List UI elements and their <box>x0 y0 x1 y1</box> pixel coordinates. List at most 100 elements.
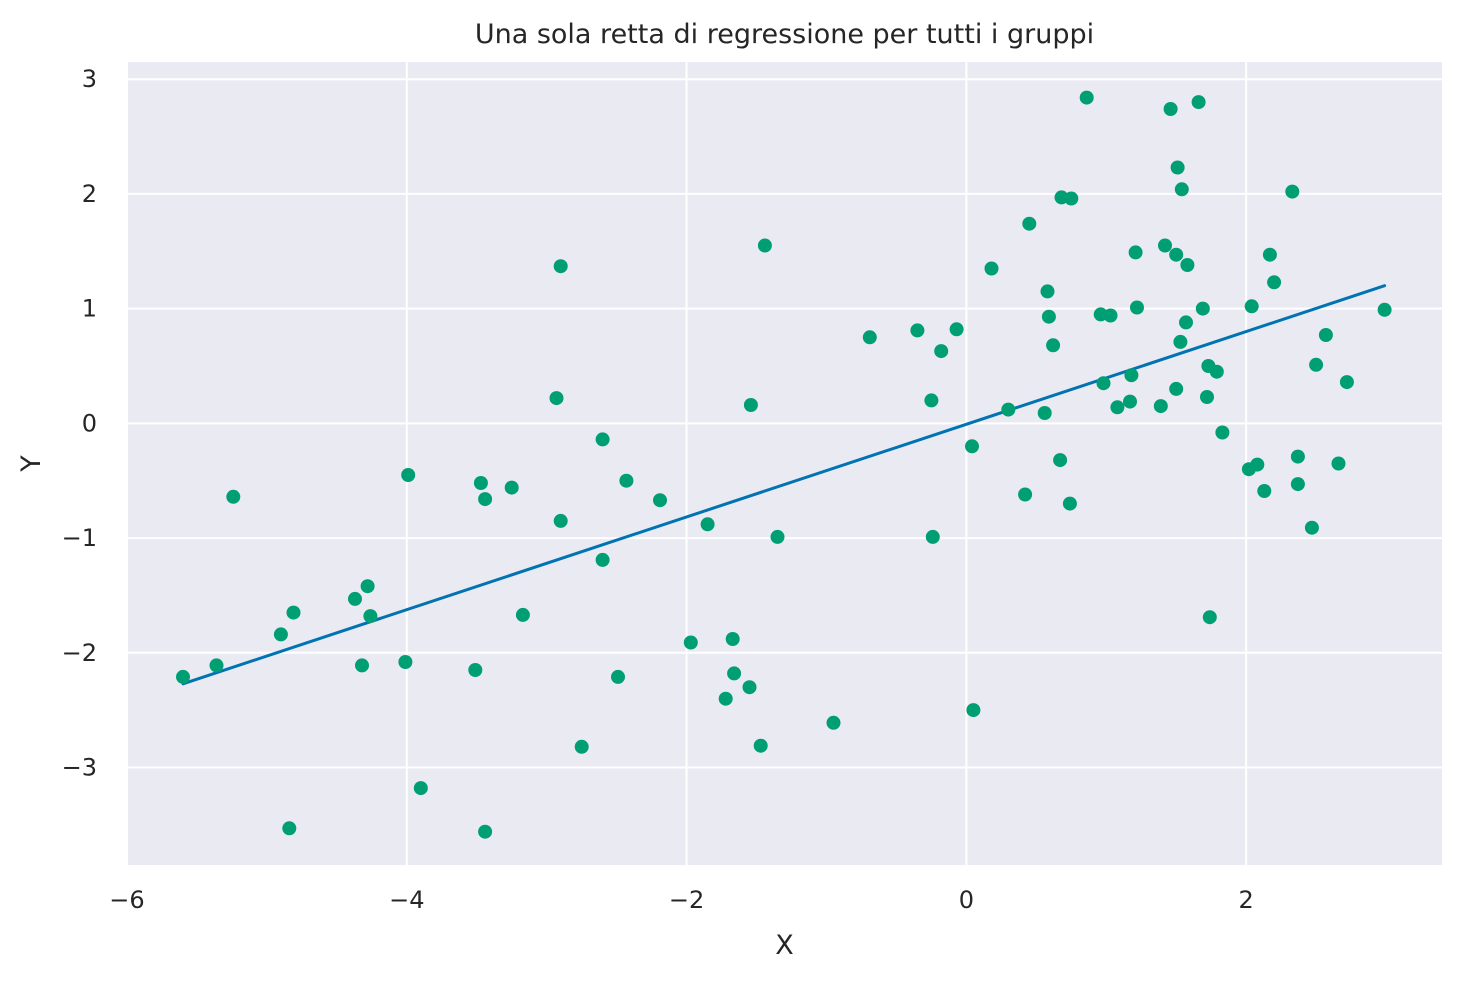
data-point <box>1179 315 1193 330</box>
x-tick-label: −6 <box>109 886 144 914</box>
data-point <box>176 669 190 684</box>
data-point <box>1285 184 1300 199</box>
data-point <box>1169 247 1184 262</box>
data-point <box>398 655 413 669</box>
x-tick-label: 2 <box>1239 886 1254 914</box>
data-point <box>1103 308 1118 323</box>
data-point <box>910 323 925 338</box>
y-tick-label: −1 <box>62 524 97 552</box>
data-point <box>1064 191 1079 206</box>
data-point <box>1124 368 1139 383</box>
data-point <box>1018 487 1033 502</box>
data-point <box>1174 182 1189 197</box>
data-point <box>984 261 999 276</box>
data-point <box>1331 456 1346 471</box>
data-point <box>727 666 742 681</box>
data-point <box>826 715 841 730</box>
data-point <box>478 492 493 507</box>
data-point <box>934 344 949 359</box>
y-tick-label: 3 <box>82 65 97 93</box>
data-point <box>1202 610 1217 625</box>
data-point <box>549 391 564 406</box>
data-point <box>1377 302 1392 317</box>
data-point <box>1062 496 1077 511</box>
data-point <box>611 669 625 684</box>
x-tick-label: −2 <box>669 886 704 914</box>
data-point <box>355 658 369 673</box>
data-point <box>653 493 667 508</box>
data-point <box>1267 275 1282 290</box>
data-point <box>553 259 568 274</box>
data-point <box>1262 247 1277 262</box>
data-point <box>725 632 740 646</box>
plot-area <box>127 62 1442 865</box>
data-point <box>468 663 483 677</box>
data-point <box>757 238 772 253</box>
data-point <box>553 513 568 528</box>
data-point <box>949 322 964 337</box>
data-point <box>1180 258 1195 272</box>
data-point <box>1041 309 1056 324</box>
data-point <box>1046 338 1061 353</box>
y-tick-label: −3 <box>62 753 97 781</box>
data-point <box>1110 400 1125 415</box>
data-point <box>273 627 288 642</box>
data-point <box>619 473 634 488</box>
data-point <box>1200 390 1214 404</box>
regression-line <box>181 284 1387 686</box>
data-point <box>1195 301 1210 316</box>
data-point <box>1153 399 1168 414</box>
data-point <box>401 468 416 482</box>
data-point <box>574 739 589 754</box>
data-point <box>363 609 378 624</box>
data-point <box>1290 477 1305 492</box>
chart-title: Una sola retta di regressione per tutti … <box>475 19 1094 50</box>
data-point <box>1209 364 1224 379</box>
data-point <box>595 552 610 567</box>
data-point <box>1037 406 1052 420</box>
data-point <box>966 703 981 718</box>
data-point <box>770 529 785 544</box>
data-point <box>1040 284 1055 299</box>
x-axis-ticks: −6 −4 −2 0 2 <box>109 886 1253 914</box>
data-point <box>924 393 939 408</box>
data-point <box>1257 484 1272 498</box>
data-point <box>1309 357 1324 372</box>
data-point <box>700 517 715 532</box>
x-axis-label: X <box>775 930 794 961</box>
data-point <box>1169 381 1184 396</box>
data-point <box>1128 245 1143 260</box>
data-point <box>1304 520 1319 535</box>
data-point <box>348 591 362 606</box>
data-point <box>1173 334 1188 349</box>
x-tick-label: −4 <box>389 886 424 914</box>
data-point <box>1170 160 1185 175</box>
data-point <box>1290 449 1305 464</box>
data-point <box>1215 425 1230 440</box>
data-point <box>286 605 301 620</box>
data-point <box>1163 102 1178 116</box>
data-point <box>925 529 940 544</box>
data-point <box>743 398 758 412</box>
data-point <box>1022 216 1037 231</box>
y-tick-label: 0 <box>82 409 97 437</box>
data-point <box>473 476 488 490</box>
y-axis-ticks: −3 −2 −1 0 1 2 3 <box>62 65 97 781</box>
data-point <box>226 489 241 504</box>
data-point <box>742 680 757 695</box>
data-point <box>1130 300 1144 315</box>
data-point <box>965 439 979 454</box>
x-tick-label: 0 <box>959 886 974 914</box>
y-tick-label: 1 <box>82 295 97 323</box>
data-point <box>1123 394 1137 409</box>
data-point <box>718 691 733 706</box>
y-tick-label: 2 <box>82 180 97 208</box>
data-point <box>282 821 297 836</box>
data-point <box>683 635 698 650</box>
data-point <box>1318 328 1333 342</box>
data-point <box>1096 376 1111 391</box>
y-tick-label: −2 <box>62 639 97 667</box>
data-point <box>1244 299 1259 314</box>
data-point <box>595 432 610 447</box>
